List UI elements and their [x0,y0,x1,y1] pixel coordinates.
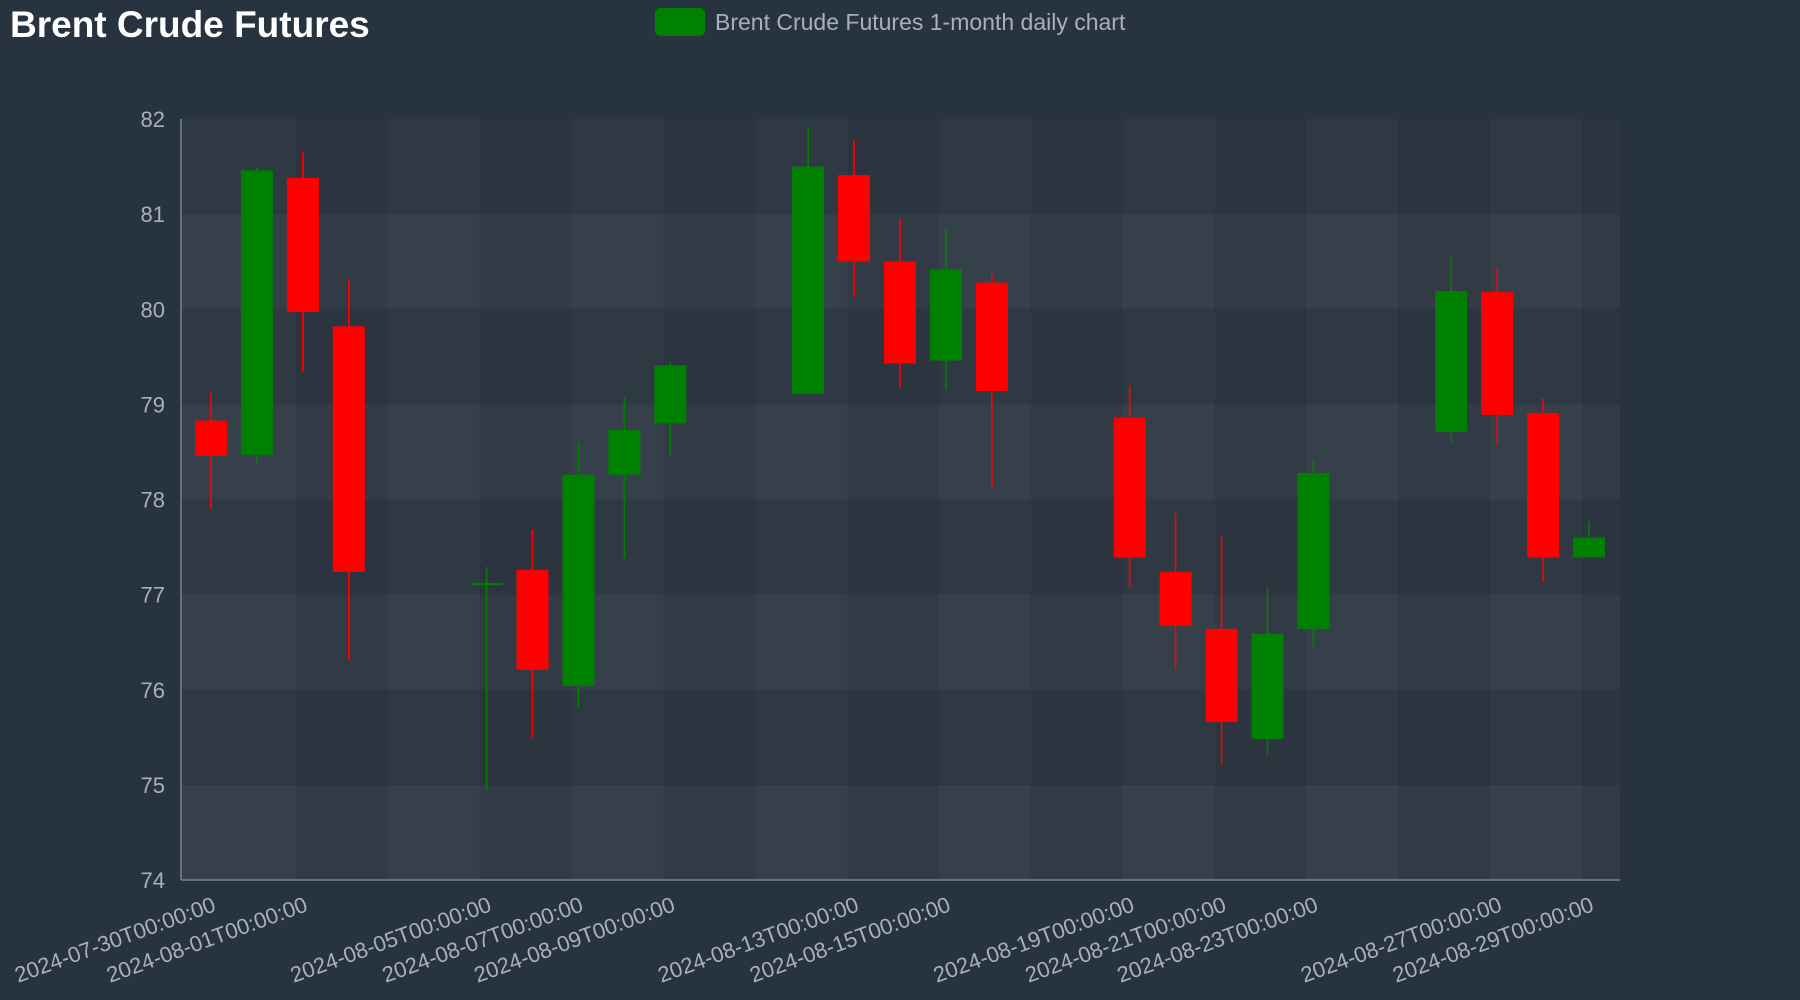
grid-band-horizontal [181,404,1620,500]
candle-body [195,420,227,456]
candle-body [1481,292,1514,415]
candle-body [654,365,687,424]
candle-body [975,282,1008,392]
candle [562,442,595,707]
grid-band-horizontal [181,499,1620,595]
candle [470,567,503,791]
y-tick-label: 74 [141,868,165,893]
candle-body [792,166,825,394]
candle-body [608,430,641,475]
y-tick-label: 82 [141,107,165,132]
legend-swatch [655,8,705,36]
candles [195,126,1605,791]
legend-label: Brent Crude Futures 1-month daily chart [715,8,1126,35]
candle [838,139,871,297]
candle [975,273,1008,489]
candle-body [1113,417,1146,558]
axes [180,119,1620,881]
page-title: Brent Crude Futures [10,4,370,45]
candle [332,279,365,661]
grid-band-vertical [663,119,756,880]
candle [1205,536,1238,765]
y-tick-label: 80 [141,297,165,322]
grid-band-horizontal [181,119,1620,215]
candle-body [1297,472,1330,629]
y-tick-label: 78 [141,488,165,513]
candle [608,397,641,559]
y-tick-label: 76 [141,678,165,703]
candle [1527,398,1560,583]
candle-body [1435,291,1468,432]
candle [792,126,825,394]
grid-band-vertical [1030,119,1123,880]
candle [195,392,227,510]
candle-body [929,269,962,361]
candle-body [562,474,595,686]
candle [929,227,962,391]
candle-body [240,170,273,455]
y-axis-ticks: 74 75 76 77 78 79 80 81 82 [141,107,165,893]
candle-body [516,569,549,670]
candle-body [1573,537,1605,558]
candle [1435,256,1468,443]
grid-band-horizontal [181,594,1620,690]
grid-band-horizontal [181,689,1620,785]
grid-band-vertical [479,119,572,880]
legend[interactable]: Brent Crude Futures 1-month daily chart [655,8,1125,36]
y-tick-label: 81 [141,202,165,227]
candle-body [286,177,319,313]
candle [1251,587,1284,756]
candle-body [1205,628,1238,723]
grid-band-vertical [1398,119,1491,880]
grid-band-horizontal [181,784,1620,880]
grid-band-vertical [1214,119,1307,880]
grid-band-vertical [1582,119,1620,880]
candle-body [332,326,365,572]
candle [240,167,273,464]
candle [884,218,916,388]
candle-body [1159,571,1192,627]
y-tick-label: 79 [141,392,165,417]
candle-body [1251,633,1284,740]
candle [516,529,549,739]
candle [654,361,687,455]
candle [1159,512,1192,670]
candle-body [1527,412,1560,558]
candle [1481,267,1514,446]
candle [1573,521,1605,558]
candle-body [884,261,916,364]
candle [1297,458,1330,647]
x-axis-ticks: 2024-07-30T00:00:002024-08-01T00:00:0020… [11,892,1596,988]
y-tick-label: 77 [141,583,165,608]
y-tick-label: 75 [141,773,165,798]
candle-body [838,175,871,262]
candle [1113,385,1146,588]
candle [286,152,319,373]
